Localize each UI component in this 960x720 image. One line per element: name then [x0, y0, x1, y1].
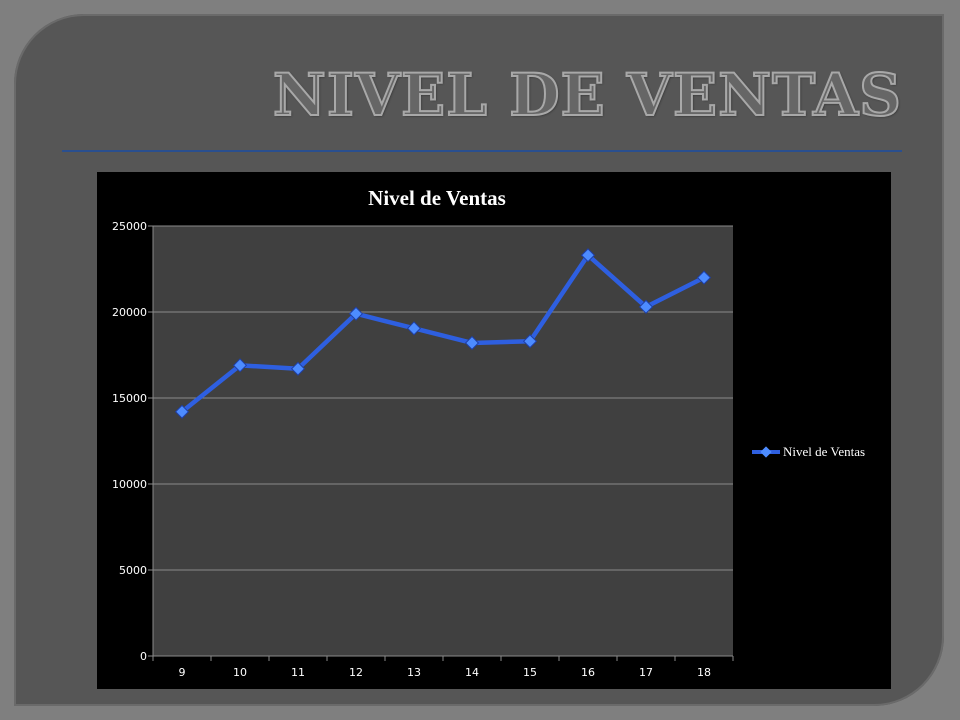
y-tick-label: 10000: [112, 478, 147, 491]
x-tick-label: 10: [233, 666, 247, 679]
data-point: [348, 306, 364, 321]
series: [174, 248, 712, 419]
plot-area: [153, 226, 733, 656]
line-chart: 0 5000 10000 15000 20000 25000 9 10 11 12 13 14 15 1…: [112, 186, 865, 679]
y-tick-label: 20000: [112, 306, 147, 319]
chart-area: 0 5000 10000 15000 20000 25000 9 10 11 12 13 14 15 1…: [97, 172, 891, 689]
data-point: [232, 358, 248, 373]
x-tick-label: 9: [179, 666, 186, 679]
y-axis-ticks: 0 5000 10000 15000 20000 25000: [112, 220, 153, 663]
chart-title: Nivel de Ventas: [368, 186, 506, 210]
data-point: [406, 321, 422, 336]
x-tick-label: 12: [349, 666, 363, 679]
y-tick-label: 25000: [112, 220, 147, 233]
data-point: [174, 404, 190, 419]
y-tick-label: 0: [140, 650, 147, 663]
series-line: [180, 252, 706, 414]
data-point: [696, 270, 712, 285]
data-point: [580, 248, 596, 263]
y-tick-label: 15000: [112, 392, 147, 405]
y-tick-label: 5000: [119, 564, 147, 577]
data-point: [638, 299, 654, 314]
legend-label: Nivel de Ventas: [783, 444, 865, 459]
x-tick-label: 14: [465, 666, 479, 679]
x-axis-ticks: 9 10 11 12 13 14 15 16 17 18: [152, 656, 734, 679]
x-tick-label: 16: [581, 666, 595, 679]
legend-marker: [760, 446, 772, 458]
slide-title: NIVEL DE VENTAS: [272, 61, 902, 129]
x-tick-label: 18: [697, 666, 711, 679]
data-point: [290, 361, 306, 376]
x-tick-label: 11: [291, 666, 305, 679]
title-divider: [62, 150, 902, 152]
x-tick-label: 17: [639, 666, 653, 679]
data-point: [522, 334, 538, 349]
x-tick-label: 15: [523, 666, 537, 679]
legend: Nivel de Ventas: [752, 444, 865, 459]
data-point: [464, 335, 480, 351]
x-tick-label: 13: [407, 666, 421, 679]
